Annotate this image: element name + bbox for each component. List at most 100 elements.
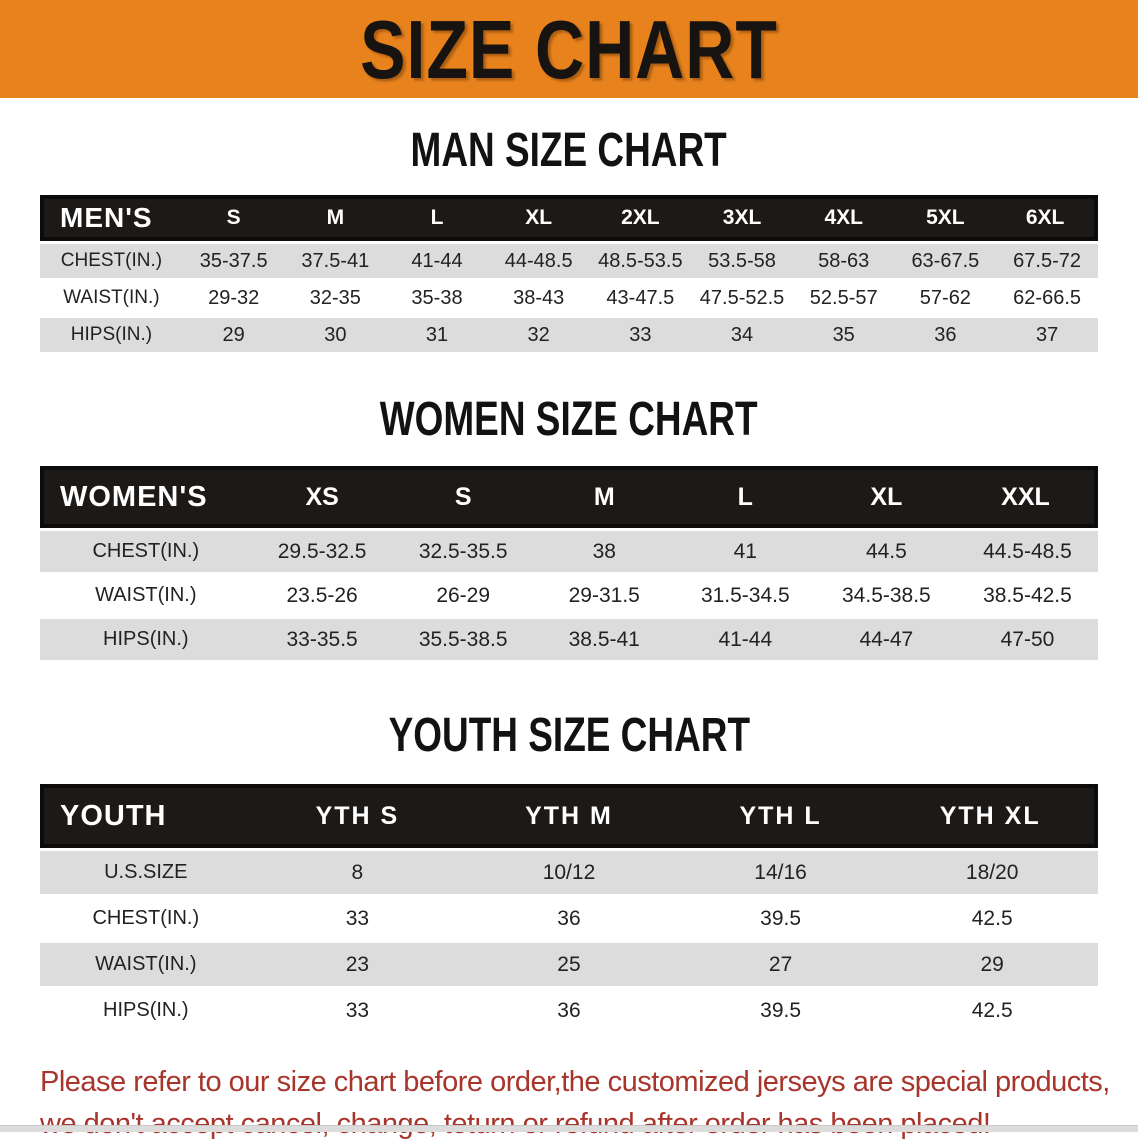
size-value: 43-47.5 bbox=[589, 281, 692, 315]
size-value: 34.5-38.5 bbox=[815, 575, 957, 616]
women-size-chart-heading: WOMEN SIZE CHART bbox=[380, 391, 758, 446]
size-value: 23 bbox=[251, 943, 464, 986]
size-value: 23.5-26 bbox=[251, 575, 393, 616]
size-value: 58-63 bbox=[792, 244, 895, 278]
youth-size-table: YOUTH YTH S YTH M YTH L YTH XL U.S.SIZE 8 10/12… bbox=[40, 781, 1098, 1035]
men-header-row: MEN'S S M L XL 2XL 3XL 4XL 5XL 6XL bbox=[40, 195, 1098, 241]
size-value: 38 bbox=[533, 531, 675, 572]
table-row: U.S.SIZE 8 10/12 14/16 18/20 bbox=[40, 851, 1098, 894]
size-column-header: L bbox=[386, 195, 488, 241]
size-value: 26-29 bbox=[392, 575, 534, 616]
size-value: 39.5 bbox=[674, 897, 887, 940]
table-row: CHEST(IN.) 29.5-32.5 32.5-35.5 38 41 44.5 44.5… bbox=[40, 531, 1098, 572]
men-group-label: MEN'S bbox=[40, 195, 183, 241]
size-value: 29-32 bbox=[182, 281, 285, 315]
size-column-header: 2XL bbox=[589, 195, 692, 241]
size-column-header: YTH L bbox=[674, 784, 887, 848]
men-size-table: MEN'S S M L XL 2XL 3XL 4XL 5XL 6XL CHEST(IN.) 35-37… bbox=[40, 192, 1098, 355]
size-value: 29.5-32.5 bbox=[251, 531, 393, 572]
table-row: WAIST(IN.) 23.5-26 26-29 29-31.5 31.5-34.5 34… bbox=[40, 575, 1098, 616]
size-column-header: 6XL bbox=[996, 195, 1098, 241]
youth-header-row: YOUTH YTH S YTH M YTH L YTH XL bbox=[40, 784, 1098, 848]
size-value: 44-48.5 bbox=[487, 244, 590, 278]
table-row: HIPS(IN.) 29 30 31 32 33 34 35 36 37 bbox=[40, 318, 1098, 352]
size-value: 31.5-34.5 bbox=[674, 575, 816, 616]
row-label: HIPS(IN.) bbox=[40, 318, 183, 352]
size-column-header: L bbox=[674, 466, 816, 528]
size-column-header: 3XL bbox=[691, 195, 793, 241]
size-value: 53.5-58 bbox=[691, 244, 793, 278]
size-value: 62-66.5 bbox=[996, 281, 1098, 315]
size-value: 44.5-48.5 bbox=[956, 531, 1098, 572]
size-value: 14/16 bbox=[674, 851, 887, 894]
size-column-header: M bbox=[533, 466, 675, 528]
row-label: U.S.SIZE bbox=[40, 851, 252, 894]
size-column-header: XXL bbox=[956, 466, 1098, 528]
size-value: 41-44 bbox=[386, 244, 488, 278]
size-value: 47.5-52.5 bbox=[691, 281, 793, 315]
women-group-label: WOMEN'S bbox=[40, 466, 252, 528]
size-value: 27 bbox=[674, 943, 887, 986]
table-row: WAIST(IN.) 23 25 27 29 bbox=[40, 943, 1098, 986]
size-value: 44.5 bbox=[815, 531, 957, 572]
size-column-header: YTH S bbox=[251, 784, 464, 848]
size-value: 18/20 bbox=[886, 851, 1098, 894]
table-row: WAIST(IN.) 29-32 32-35 35-38 38-43 43-47.5 47.… bbox=[40, 281, 1098, 315]
size-value: 63-67.5 bbox=[894, 244, 997, 278]
size-value: 44-47 bbox=[815, 619, 957, 660]
row-label: CHEST(IN.) bbox=[40, 531, 252, 572]
size-value: 30 bbox=[284, 318, 387, 352]
size-chart-banner: SIZE CHART bbox=[0, 0, 1138, 98]
size-value: 42.5 bbox=[886, 897, 1098, 940]
size-column-header: M bbox=[284, 195, 387, 241]
size-column-header: YTH XL bbox=[886, 784, 1098, 848]
size-value: 35-37.5 bbox=[182, 244, 285, 278]
size-value: 10/12 bbox=[463, 851, 675, 894]
size-value: 52.5-57 bbox=[792, 281, 895, 315]
size-value: 33 bbox=[251, 989, 464, 1032]
size-value: 41-44 bbox=[674, 619, 816, 660]
size-value: 35-38 bbox=[386, 281, 488, 315]
disclaimer-line-2: we don't accept cancel, change, teturn o… bbox=[40, 1108, 991, 1140]
bottom-edge-strip bbox=[0, 1125, 1138, 1132]
size-column-header: S bbox=[182, 195, 285, 241]
size-column-header: XL bbox=[487, 195, 590, 241]
women-size-table: WOMEN'S XS S M L XL XXL CHEST(IN.) 29.5-32.5 32.5… bbox=[40, 463, 1098, 663]
size-value: 37.5-41 bbox=[284, 244, 387, 278]
size-column-header: 5XL bbox=[894, 195, 997, 241]
size-value: 35 bbox=[792, 318, 895, 352]
size-column-header: 4XL bbox=[792, 195, 895, 241]
size-value: 38-43 bbox=[487, 281, 590, 315]
table-row: HIPS(IN.) 33-35.5 35.5-38.5 38.5-41 41-44 44-… bbox=[40, 619, 1098, 660]
size-value: 31 bbox=[386, 318, 488, 352]
row-label: WAIST(IN.) bbox=[40, 575, 252, 616]
size-value: 39.5 bbox=[674, 989, 887, 1032]
size-value: 35.5-38.5 bbox=[392, 619, 534, 660]
size-value: 34 bbox=[691, 318, 793, 352]
man-size-chart-heading: MAN SIZE CHART bbox=[410, 122, 728, 177]
size-value: 33-35.5 bbox=[251, 619, 393, 660]
size-chart-banner-title: SIZE CHART bbox=[360, 2, 778, 96]
size-value: 37 bbox=[996, 318, 1098, 352]
size-value: 25 bbox=[463, 943, 675, 986]
table-row: HIPS(IN.) 33 36 39.5 42.5 bbox=[40, 989, 1098, 1032]
youth-size-chart-heading: YOUTH SIZE CHART bbox=[388, 707, 750, 762]
size-value: 38.5-41 bbox=[533, 619, 675, 660]
disclaimer-text: Please refer to our size chart before or… bbox=[40, 1061, 1138, 1145]
row-label: HIPS(IN.) bbox=[40, 989, 252, 1032]
size-value: 48.5-53.5 bbox=[589, 244, 692, 278]
size-value: 32-35 bbox=[284, 281, 387, 315]
size-value: 41 bbox=[674, 531, 816, 572]
size-column-header: XL bbox=[815, 466, 957, 528]
size-value: 38.5-42.5 bbox=[956, 575, 1098, 616]
row-label: WAIST(IN.) bbox=[40, 281, 183, 315]
size-value: 32 bbox=[487, 318, 590, 352]
size-value: 42.5 bbox=[886, 989, 1098, 1032]
size-value: 67.5-72 bbox=[996, 244, 1098, 278]
size-value: 33 bbox=[251, 897, 464, 940]
size-column-header: YTH M bbox=[463, 784, 675, 848]
table-row: CHEST(IN.) 35-37.5 37.5-41 41-44 44-48.5 48.5… bbox=[40, 244, 1098, 278]
size-value: 57-62 bbox=[894, 281, 997, 315]
women-header-row: WOMEN'S XS S M L XL XXL bbox=[40, 466, 1098, 528]
size-value: 29 bbox=[886, 943, 1098, 986]
